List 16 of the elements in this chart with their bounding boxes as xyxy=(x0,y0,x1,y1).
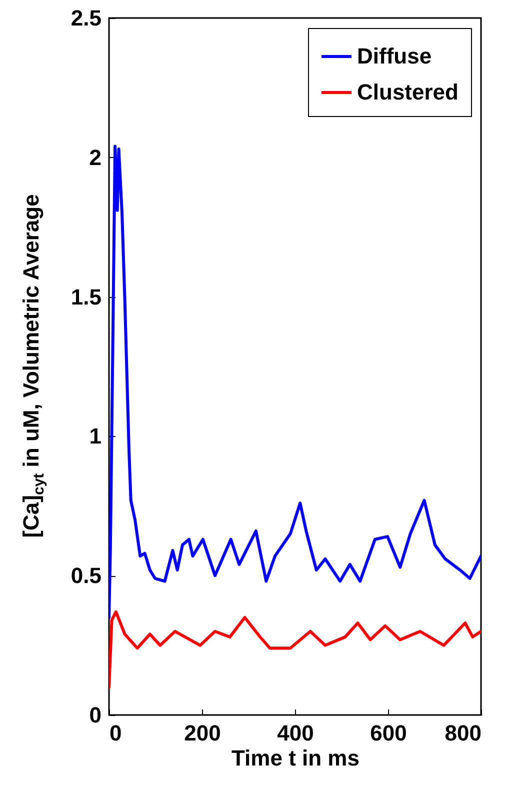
y-tick-label: 0.5 xyxy=(70,563,102,588)
y-tick-label: 0 xyxy=(89,702,102,728)
x-tick-label: 400 xyxy=(277,720,314,746)
legend-label: Diffuse xyxy=(357,44,432,68)
legend-label: Clustered xyxy=(357,80,458,104)
x-axis-title: Time t in ms xyxy=(232,746,360,770)
x-tick-label: 600 xyxy=(370,720,407,746)
x-tick-label: 200 xyxy=(184,720,221,746)
y-tick-label: 2 xyxy=(89,144,102,170)
x-tick-label: 800 xyxy=(444,720,482,746)
line-series xyxy=(109,144,481,619)
y-tick-label: 1.5 xyxy=(70,284,102,310)
x-tick-label: 0 xyxy=(110,720,122,746)
y-tick-label: 2.5 xyxy=(70,6,102,30)
line-series xyxy=(109,610,481,689)
y-tick-label: 1 xyxy=(89,424,102,449)
